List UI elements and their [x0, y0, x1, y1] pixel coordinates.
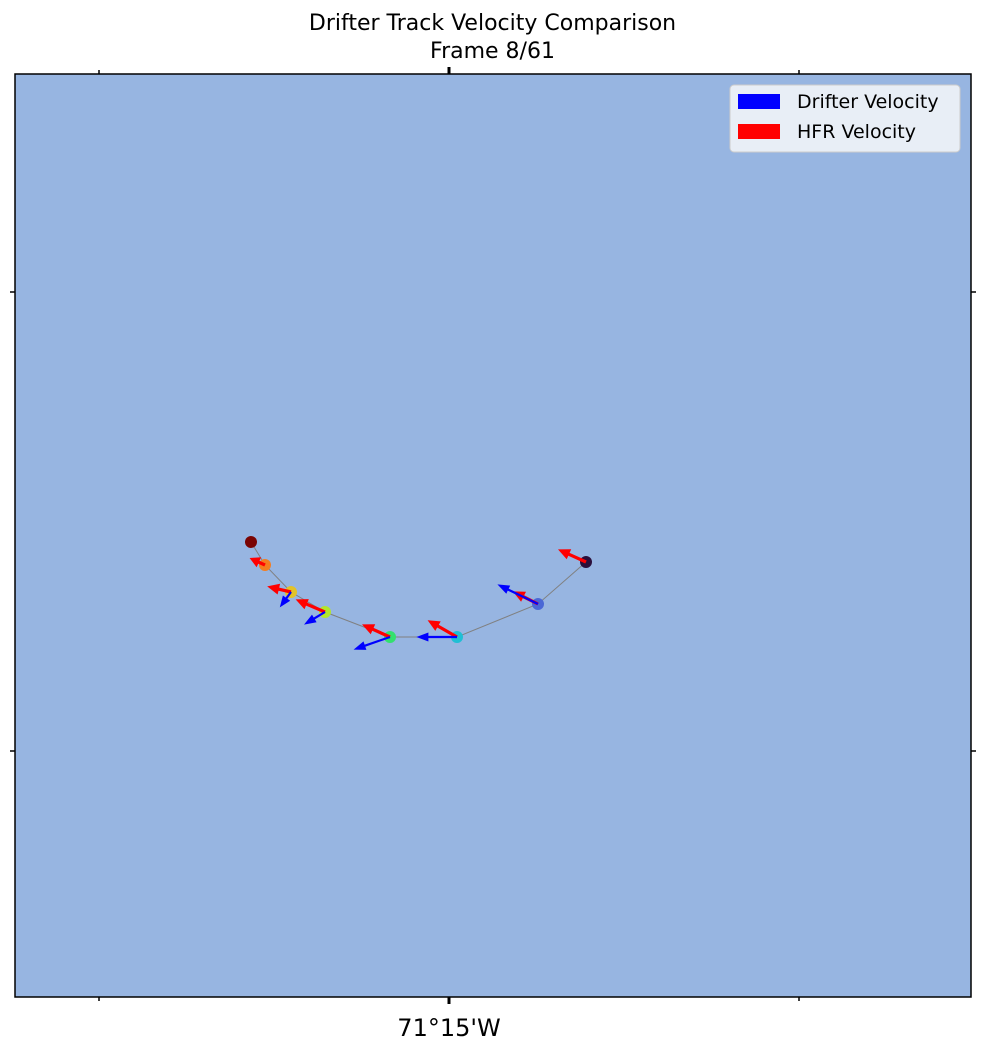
track-point-marker — [245, 536, 257, 548]
x-tick-label: 71°15'W — [397, 1014, 500, 1042]
legend-label-hfr: HFR Velocity — [797, 121, 916, 143]
track-line — [250, 541, 587, 638]
drifter-velocity-arrow — [353, 636, 391, 650]
hfr-velocity-arrow — [267, 583, 292, 595]
drifter-velocity-arrow — [416, 632, 457, 642]
hfr-velocity-arrow — [558, 549, 587, 564]
drifter-velocity-arrow — [497, 584, 539, 605]
legend-swatch-drifter — [738, 94, 780, 109]
hfr-velocity-arrow — [427, 620, 458, 639]
legend-label-drifter: Drifter Velocity — [797, 91, 939, 113]
chart-title-block: Drifter Track Velocity Comparison Frame … — [0, 10, 985, 66]
drifter-velocity-arrow — [304, 611, 326, 625]
chart-title: Drifter Track Velocity Comparison — [308, 11, 677, 36]
hfr-velocity-arrow — [249, 557, 266, 568]
hfr-velocity-arrow — [362, 624, 391, 639]
velocity-arrows — [249, 549, 587, 650]
legend-box — [729, 84, 961, 153]
ocean-background — [15, 74, 971, 997]
drifter-velocity-arrow — [279, 591, 292, 608]
drifter-track — [250, 541, 587, 638]
chart-subtitle: Frame 8/61 — [430, 39, 555, 64]
map-frame — [14, 73, 972, 998]
hfr-velocity-arrow — [295, 599, 326, 614]
legend: Drifter Velocity HFR Velocity — [729, 84, 961, 153]
legend-swatch-hfr — [738, 124, 780, 139]
